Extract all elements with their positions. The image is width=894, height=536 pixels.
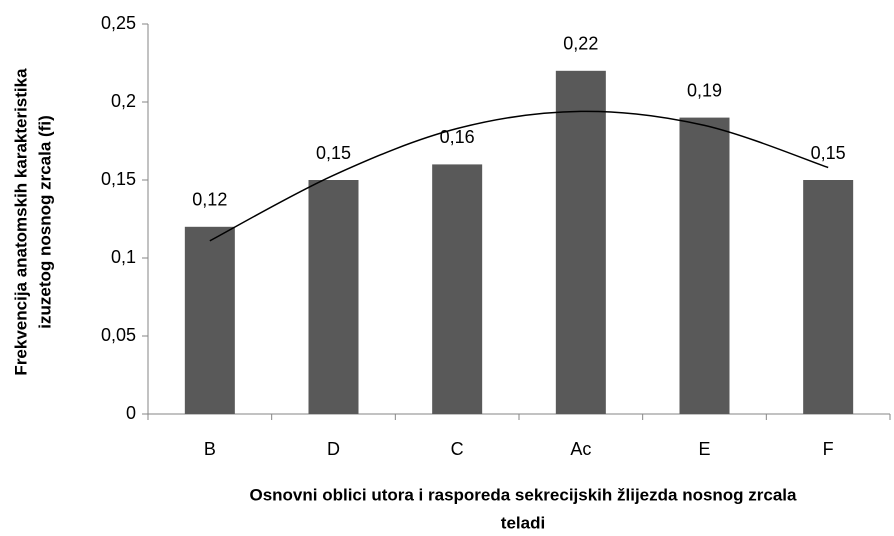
data-label: 0,22 xyxy=(563,34,598,54)
y-axis-title: izuzetog nosnog zrcala (fi) xyxy=(35,115,54,328)
x-tick-label: E xyxy=(698,439,710,459)
x-axis-title: teladi xyxy=(501,513,545,532)
bar xyxy=(803,180,854,414)
bar xyxy=(184,226,235,414)
y-tick-label: 0,05 xyxy=(101,325,136,345)
x-tick-label: C xyxy=(451,439,464,459)
bar xyxy=(308,180,359,414)
data-label: 0,16 xyxy=(440,127,475,147)
y-tick-label: 0,1 xyxy=(111,247,136,267)
data-label: 0,15 xyxy=(811,143,846,163)
data-label: 0,12 xyxy=(192,190,227,210)
bar xyxy=(432,164,483,414)
x-tick-label: D xyxy=(327,439,340,459)
x-tick-label: B xyxy=(204,439,216,459)
x-tick-label: F xyxy=(823,439,834,459)
bar xyxy=(555,70,606,415)
x-tick-label: Ac xyxy=(570,439,591,459)
y-tick-label: 0 xyxy=(126,403,136,423)
y-tick-label: 0,25 xyxy=(101,13,136,33)
y-tick-label: 0,2 xyxy=(111,91,136,111)
y-axis-title: Frekvencija anatomskih karakteristika xyxy=(11,68,30,376)
bar xyxy=(679,117,730,414)
data-label: 0,15 xyxy=(316,143,351,163)
trendline xyxy=(209,110,829,242)
data-label: 0,19 xyxy=(687,80,722,100)
x-axis-title: Osnovni oblici utora i rasporeda sekreci… xyxy=(249,485,797,504)
y-tick-label: 0,15 xyxy=(101,169,136,189)
